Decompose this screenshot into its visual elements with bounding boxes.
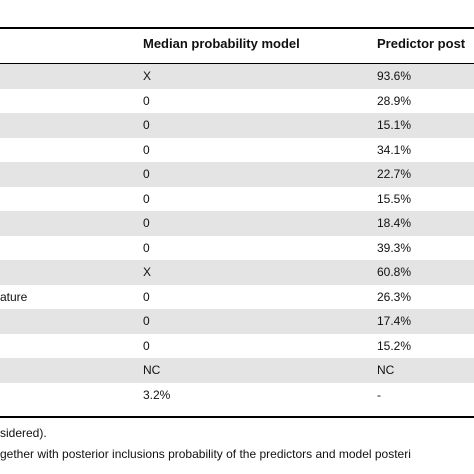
table-row: X 60.8%	[0, 260, 474, 285]
posterior-cell: 15.2%	[377, 338, 412, 353]
median-cell: 0	[143, 338, 150, 353]
posterior-cell: 17.4%	[377, 314, 412, 328]
header-median-probability-model: Median probability model	[143, 36, 300, 51]
median-cell: 0	[143, 142, 150, 157]
posterior-cell: 60.8%	[377, 265, 412, 279]
posterior-cell: 15.1%	[377, 118, 412, 132]
table-row: 0 34.1%	[0, 138, 474, 163]
posterior-cell: 26.3%	[377, 289, 412, 304]
table-row: 0 15.5%	[0, 187, 474, 212]
footnote-line: gether with posterior inclusions probabi…	[0, 447, 411, 461]
posterior-cell: 18.4%	[377, 216, 412, 230]
table-row: 0 22.7%	[0, 162, 474, 187]
table-row: 0 28.9%	[0, 89, 474, 114]
median-cell: NC	[143, 363, 161, 377]
posterior-cell: -	[377, 387, 381, 402]
posterior-cell: 15.5%	[377, 191, 412, 206]
posterior-cell: 28.9%	[377, 93, 412, 108]
median-cell: 0	[143, 118, 150, 132]
table-row: 0 39.3%	[0, 236, 474, 261]
median-cell: 3.2%	[143, 387, 171, 402]
table-row: X 93.6%	[0, 64, 474, 89]
median-cell: X	[143, 265, 152, 279]
table-row: NC NC	[0, 358, 474, 383]
median-cell: 0	[143, 93, 150, 108]
median-cell: 0	[143, 314, 150, 328]
table-row: ature 0 26.3%	[0, 285, 474, 310]
table-row: 3.2% -	[0, 383, 474, 408]
posterior-cell: 34.1%	[377, 142, 412, 157]
table-row: 0 18.4%	[0, 211, 474, 236]
median-cell: 0	[143, 167, 150, 181]
median-cell: X	[143, 69, 152, 83]
median-cell: 0	[143, 191, 150, 206]
table-row: 0 17.4%	[0, 309, 474, 334]
table-row: 0 15.1%	[0, 113, 474, 138]
median-cell: 0	[143, 240, 150, 255]
table-row: 0 15.2%	[0, 334, 474, 359]
posterior-cell: NC	[377, 363, 395, 377]
header-predictor-posterior: Predictor post	[377, 36, 466, 51]
footnote-line: sidered).	[0, 426, 47, 440]
posterior-cell: 22.7%	[377, 167, 412, 181]
median-cell: 0	[143, 216, 150, 230]
header-rule	[0, 63, 474, 64]
table-top-rule	[0, 27, 474, 29]
posterior-cell: 39.3%	[377, 240, 412, 255]
median-cell: 0	[143, 289, 150, 304]
row-label: ature	[0, 289, 28, 304]
posterior-cell: 93.6%	[377, 69, 412, 83]
table-bottom-rule	[0, 416, 474, 418]
